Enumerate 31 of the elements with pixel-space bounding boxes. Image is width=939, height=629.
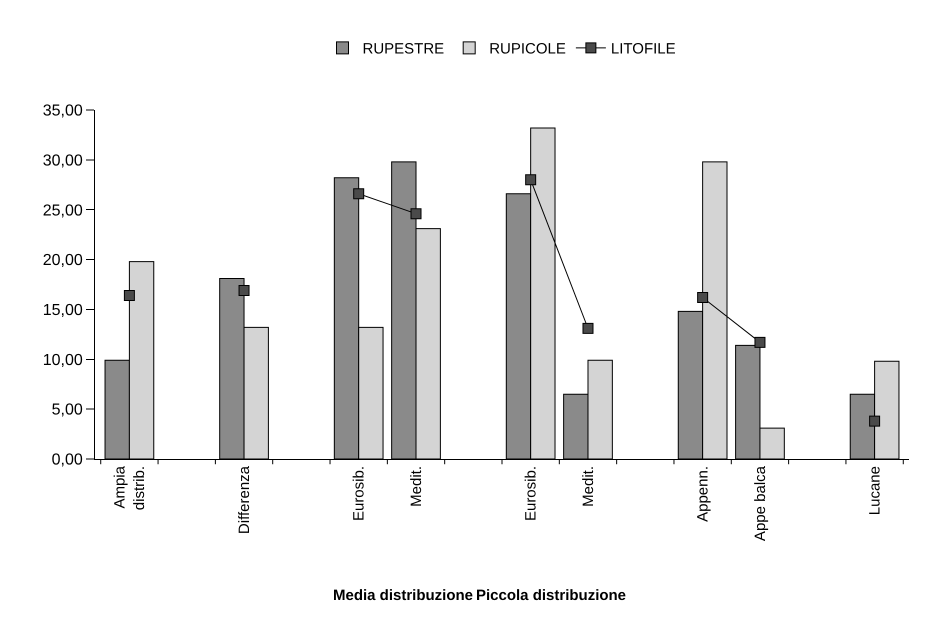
- x-tick-label: Differenza: [236, 465, 253, 534]
- point: [124, 290, 135, 301]
- point: [582, 322, 594, 334]
- point: [525, 174, 536, 186]
- x-tick-label: Eurosib.: [350, 466, 368, 522]
- point: [869, 416, 880, 427]
- point: [410, 208, 422, 220]
- legend-label: RUPICOLE: [489, 40, 566, 58]
- legend-label: RUPESTRE: [362, 40, 444, 58]
- x-tick-label: Eurosib.: [522, 466, 540, 522]
- y-tick-label: 35,00: [42, 102, 83, 120]
- point: [353, 188, 364, 200]
- text: Media distribuzione: [333, 587, 474, 604]
- x-tick-label: Lucane: [866, 466, 884, 516]
- point: [238, 284, 250, 296]
- y-tick-label: 10,00: [42, 352, 83, 369]
- y-tick-label: 30,00: [42, 152, 83, 170]
- y-tick-label: 20,00: [42, 252, 83, 270]
- x-tick-label: Medit.: [408, 466, 425, 507]
- text: Piccola distribuzione: [476, 587, 626, 604]
- y-tick-label: 0,00: [52, 452, 83, 469]
- x-tick-label: Appe balca: [752, 465, 769, 542]
- x-tick-label: Ampia distrib.: [112, 465, 148, 510]
- y-tick-label: 5,00: [52, 402, 83, 419]
- legend-label: LITOFILE: [610, 40, 676, 58]
- y-tick-label: 25,00: [42, 202, 83, 220]
- x-tick-label: Medit.: [580, 466, 597, 507]
- y-tick-label: 15,00: [42, 302, 83, 320]
- point: [754, 336, 766, 348]
- point: [697, 292, 708, 303]
- x-tick-label: Appenn.: [694, 466, 712, 522]
